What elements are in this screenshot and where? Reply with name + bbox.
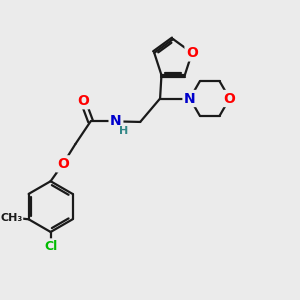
Text: O: O: [57, 157, 69, 171]
Text: O: O: [186, 46, 198, 60]
Text: Cl: Cl: [44, 240, 57, 253]
Text: CH₃: CH₃: [0, 213, 23, 223]
Text: H: H: [119, 126, 128, 136]
Text: O: O: [77, 94, 89, 108]
Text: O: O: [224, 92, 236, 106]
Text: N: N: [110, 114, 122, 128]
Text: N: N: [184, 92, 196, 106]
